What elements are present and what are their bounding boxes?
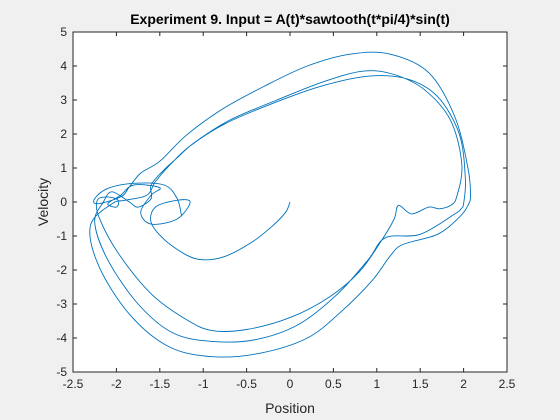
y-tick-label: 2 — [60, 127, 67, 141]
y-tick-label: -3 — [56, 297, 67, 311]
x-tick-label: -0.5 — [236, 377, 257, 391]
y-tick-label: -4 — [56, 331, 67, 345]
x-axis-label: Position — [265, 400, 315, 416]
y-tick-label: 4 — [60, 59, 67, 73]
trajectory-line — [89, 51, 471, 358]
x-tick-label: 2.5 — [499, 377, 516, 391]
x-tick-label: 1 — [373, 377, 380, 391]
tick-layer: -2.5 -2 -1.5 -1 -0.5 0 0.5 1 1.5 2 2.5 -5 -4 -3 -2 -1 0 1… — [56, 25, 515, 391]
x-tick-label: 1.5 — [412, 377, 429, 391]
x-tick-label: 0.5 — [325, 377, 342, 391]
x-tick-label: 0 — [287, 377, 294, 391]
trajectory-layer — [89, 51, 471, 358]
y-tick-label: -2 — [56, 263, 67, 277]
x-tick-label: -2 — [111, 377, 122, 391]
x-tick-label: 2 — [460, 377, 467, 391]
x-tick-label: -2.5 — [63, 377, 84, 391]
y-tick-label: -1 — [56, 229, 67, 243]
y-tick-label: 3 — [60, 93, 67, 107]
y-tick-label: 5 — [60, 25, 67, 39]
y-tick-label: 0 — [60, 195, 67, 209]
chart-title: Experiment 9. Input = A(t)*sawtooth(t*pi… — [130, 11, 450, 27]
y-tick-label: 1 — [60, 161, 67, 175]
x-tick-label: -1 — [198, 377, 209, 391]
x-tick-label: -1.5 — [149, 377, 170, 391]
y-axis-label: Velocity — [35, 178, 51, 226]
y-tick-label: -5 — [56, 365, 67, 379]
